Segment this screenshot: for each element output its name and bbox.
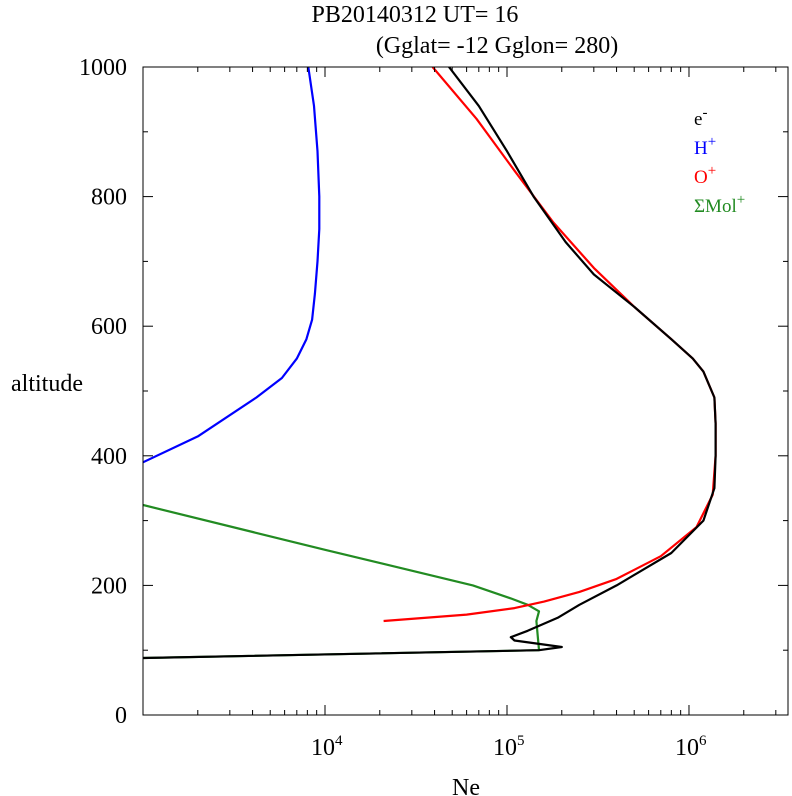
y-tick-label: 1000 xyxy=(79,55,127,81)
chart-title: PB20140312 UT= 16 xyxy=(312,2,519,28)
x-axis-label: Ne xyxy=(452,775,480,796)
x-tick-label: 105 xyxy=(493,733,525,761)
plot-lines xyxy=(143,67,717,660)
series-line-0 xyxy=(143,67,717,660)
x-tick-label: 106 xyxy=(675,733,707,761)
y-tick-label: 0 xyxy=(115,703,127,729)
y-tick-label: 200 xyxy=(91,573,127,599)
y-tick-label: 800 xyxy=(91,185,127,211)
x-tick-labels: 104 105 106 xyxy=(311,733,707,761)
legend-entry: H+ xyxy=(694,134,716,159)
chart-subtitle: (Gglat= -12 Gglon= 280) xyxy=(376,33,618,59)
x-tick-label: 104 xyxy=(311,733,343,761)
plot-frame xyxy=(142,66,789,716)
series-line-3 xyxy=(143,503,541,660)
legend-entry: e- xyxy=(694,105,707,130)
y-tick-label: 400 xyxy=(91,444,127,470)
axes xyxy=(142,66,789,716)
y-tick-labels: 0 200 400 600 800 1000 xyxy=(79,55,127,729)
y-axis-label: altitude xyxy=(11,371,83,397)
series-line-2 xyxy=(383,67,717,623)
y-tick-label: 600 xyxy=(91,314,127,340)
axis-ticks xyxy=(142,66,788,716)
legend: e- H+ O+ ΣMol+ xyxy=(694,105,745,217)
series-line-1 xyxy=(143,67,321,464)
legend-entry: ΣMol+ xyxy=(694,192,745,217)
legend-entry: O+ xyxy=(694,163,716,188)
